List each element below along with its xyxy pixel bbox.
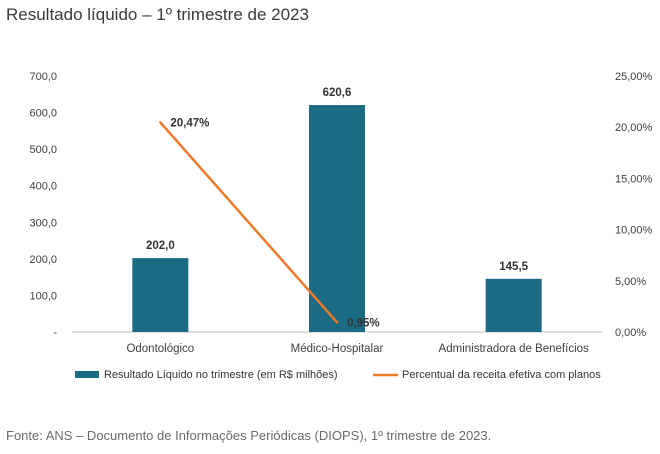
bar-series: 202,0 620,6 145,5: [132, 87, 542, 332]
right-tick-label: 20,00%: [615, 122, 653, 134]
left-tick-label: 600,0: [29, 108, 57, 120]
legend-bar-swatch: [75, 371, 99, 378]
legend-bar-label: Resultado Líquido no trimestre (em R$ mi…: [104, 369, 338, 381]
category-label: Administradora de Benefícios: [439, 343, 589, 355]
right-tick-label: 5,00%: [615, 276, 646, 288]
legend: Resultado Líquido no trimestre (em R$ mi…: [75, 369, 601, 381]
right-tick-label: 15,00%: [615, 173, 653, 185]
legend-line-label: Percentual da receita efetiva com planos: [402, 369, 601, 381]
category-label: Odontológico: [126, 343, 194, 355]
right-tick-label: 0,00%: [615, 327, 646, 339]
line-value-label: 0,95%: [347, 317, 380, 329]
left-tick-label: 100,0: [29, 290, 57, 302]
line-value-label: 20,47%: [170, 117, 209, 129]
right-axis-ticks: 0,00% 5,00% 10,00% 15,00% 20,00% 25,00%: [615, 71, 653, 339]
bar: [485, 278, 542, 332]
line-point: [335, 321, 339, 324]
source-note: Fonte: ANS – Documento de Informações Pe…: [6, 428, 492, 443]
left-tick-label: 300,0: [29, 217, 57, 229]
left-tick-label: 500,0: [29, 144, 57, 156]
line-series: 20,47% 0,95%: [159, 117, 380, 329]
left-tick-label: 700,0: [29, 71, 57, 83]
bar: [132, 258, 189, 332]
series-line: [159, 121, 338, 324]
line-point: [159, 121, 162, 124]
category-label: Médico-Hospitalar: [291, 343, 384, 355]
left-tick-label: 400,0: [29, 181, 57, 193]
bar: [309, 105, 365, 332]
bar-value-label: 202,0: [146, 240, 175, 252]
left-tick-label: -: [53, 327, 57, 339]
combo-chart: - 100,0 200,0 300,0 400,0 500,0 600,0 700,0 0,0…: [29, 71, 653, 381]
right-tick-label: 10,00%: [615, 225, 653, 237]
chart-title: Resultado líquido – 1º trimestre de 2023: [6, 5, 309, 24]
right-tick-label: 25,00%: [615, 71, 653, 83]
left-axis-ticks: - 100,0 200,0 300,0 400,0 500,0 600,0 700,0: [29, 71, 57, 339]
bar-value-label: 145,5: [499, 261, 528, 273]
left-tick-label: 200,0: [29, 254, 57, 266]
bar-value-label: 620,6: [323, 87, 352, 99]
category-labels: Odontológico Médico-Hospitalar Administrad…: [126, 343, 589, 355]
